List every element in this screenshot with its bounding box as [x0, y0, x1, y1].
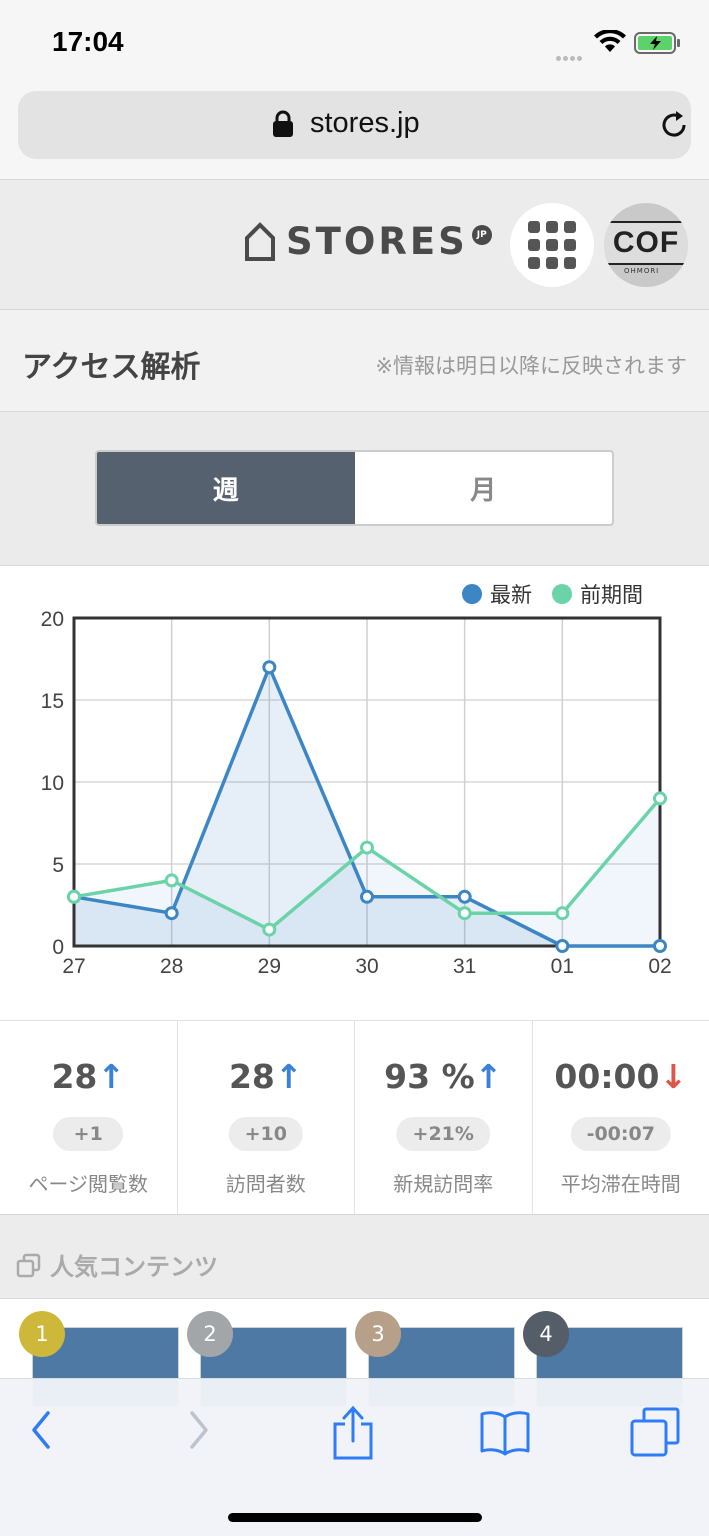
stat-label: 平均滞在時間: [560, 1172, 681, 1196]
y-tick-label: 5: [52, 854, 64, 877]
legend-label: 前期間: [580, 583, 643, 607]
x-tick-label: 27: [62, 955, 85, 978]
x-tick-label: 01: [551, 955, 574, 978]
rank-badge-3: 3: [355, 1311, 401, 1357]
stores-logo[interactable]: STORES JP: [244, 220, 492, 263]
forward-icon[interactable]: [184, 1405, 214, 1455]
tab-week[interactable]: 週: [97, 452, 355, 524]
stat-page-views: 28↑ +1 ページ閲覧数: [0, 1021, 178, 1214]
data-point: [653, 791, 667, 806]
data-point: [555, 939, 570, 953]
arrow-up-icon: ↑: [97, 1057, 126, 1096]
rank-badge-1: 1: [19, 1311, 65, 1357]
stats-panel: 28↑ +1 ページ閲覧数 28↑ +10 訪問者数 93 %↑ +21% 新規…: [0, 1021, 709, 1215]
data-point: [457, 889, 472, 904]
data-point: [262, 922, 277, 937]
data-point: [653, 939, 667, 953]
stat-label: 新規訪問率: [393, 1172, 494, 1196]
x-tick-label: 02: [648, 955, 671, 978]
stat-value: 28: [51, 1057, 98, 1096]
plot-frame: [72, 616, 662, 948]
avatar-subtext: OHMORI: [624, 267, 660, 275]
bookmarks-icon[interactable]: [478, 1405, 532, 1459]
period-selector-area: 週 月: [0, 412, 709, 566]
grid-icon: [528, 221, 576, 269]
shop-avatar[interactable]: COF OHMORI: [604, 203, 688, 287]
stat-delta-badge: +1: [53, 1117, 124, 1151]
stat-value: 93 %: [384, 1057, 475, 1096]
data-point: [360, 840, 374, 855]
back-icon[interactable]: [26, 1405, 56, 1455]
reload-icon[interactable]: [658, 109, 690, 141]
battery-icon: [634, 32, 680, 54]
avatar-logo-text: COF: [604, 221, 688, 265]
line-chart: 0 5 10 15 20 27 28 29 30 31 01 02 最新 前期間: [41, 583, 672, 978]
apps-menu-button[interactable]: [510, 203, 594, 287]
x-tick-label: 29: [258, 955, 281, 978]
period-segmented-control: 週 月: [95, 450, 614, 526]
site-header: STORES JP COF OHMORI: [0, 180, 709, 310]
house-icon: [245, 221, 275, 261]
cellular-signal-icon: [556, 46, 588, 61]
rank-badge-4: 4: [523, 1311, 569, 1357]
data-point: [555, 906, 570, 921]
stat-visitors: 28↑ +10 訪問者数: [178, 1021, 355, 1214]
wifi-icon: [594, 30, 626, 52]
status-time: 17:04: [52, 26, 124, 57]
browser-toolbar: stores.jp: [0, 88, 709, 180]
arrow-up-icon: ↑: [274, 1057, 303, 1096]
rank-badge-2: 2: [187, 1311, 233, 1357]
logo-jp-badge: JP: [471, 224, 492, 245]
copy-icon: [16, 1253, 41, 1278]
stat-label: ページ閲覧数: [28, 1172, 149, 1196]
tabs-icon[interactable]: [628, 1405, 682, 1459]
data-point: [457, 906, 472, 921]
legend-marker: [462, 584, 482, 604]
series-area: [74, 667, 660, 946]
stat-delta-badge: +21%: [396, 1117, 490, 1151]
arrow-up-icon: ↑: [474, 1057, 503, 1096]
share-icon[interactable]: [330, 1405, 376, 1461]
stat-new-visit-rate: 93 %↑ +21% 新規訪問率: [355, 1021, 533, 1214]
data-point: [67, 889, 81, 904]
y-tick-label: 15: [41, 690, 64, 713]
x-tick-label: 28: [160, 955, 183, 978]
stat-delta-badge: +10: [228, 1117, 303, 1151]
access-chart: 0 5 10 15 20 27 28 29 30 31 01 02 最新 前期間: [0, 566, 709, 1021]
y-tick-label: 10: [41, 772, 64, 795]
stat-value: 28: [228, 1057, 275, 1096]
update-notice: ※情報は明日以降に反映されます: [375, 354, 687, 378]
stat-avg-duration: 00:00↓ -00:07 平均滞在時間: [533, 1021, 709, 1214]
address-bar[interactable]: stores.jp: [18, 91, 691, 159]
y-tick-label: 0: [52, 936, 64, 959]
stat-value: 00:00: [554, 1057, 660, 1096]
data-point: [164, 873, 179, 888]
y-tick-label: 20: [41, 608, 64, 631]
data-point: [360, 889, 374, 904]
data-point: [164, 906, 179, 921]
logo-text: STORES: [286, 220, 468, 263]
data-point: [262, 660, 277, 675]
lock-icon: [273, 110, 293, 137]
page-title: アクセス解析: [22, 350, 201, 385]
arrow-down-icon: ↓: [659, 1057, 688, 1096]
browser-bottom-toolbar: [0, 1378, 709, 1536]
stat-delta-badge: -00:07: [570, 1117, 671, 1151]
series-area: [74, 798, 660, 946]
x-tick-label: 30: [355, 955, 378, 978]
home-indicator: [228, 1513, 482, 1522]
status-bar: 17:04: [0, 0, 709, 88]
legend-label: 最新: [490, 583, 532, 607]
url-text: stores.jp: [310, 107, 420, 139]
popular-contents-title: 人気コンテンツ: [50, 1253, 218, 1281]
page-title-bar: アクセス解析 ※情報は明日以降に反映されます: [0, 310, 709, 412]
popular-contents-header: 人気コンテンツ: [0, 1215, 709, 1299]
x-tick-label: 31: [453, 955, 476, 978]
tab-month[interactable]: 月: [470, 475, 497, 506]
stat-label: 訪問者数: [225, 1172, 306, 1196]
legend-marker: [552, 584, 572, 604]
